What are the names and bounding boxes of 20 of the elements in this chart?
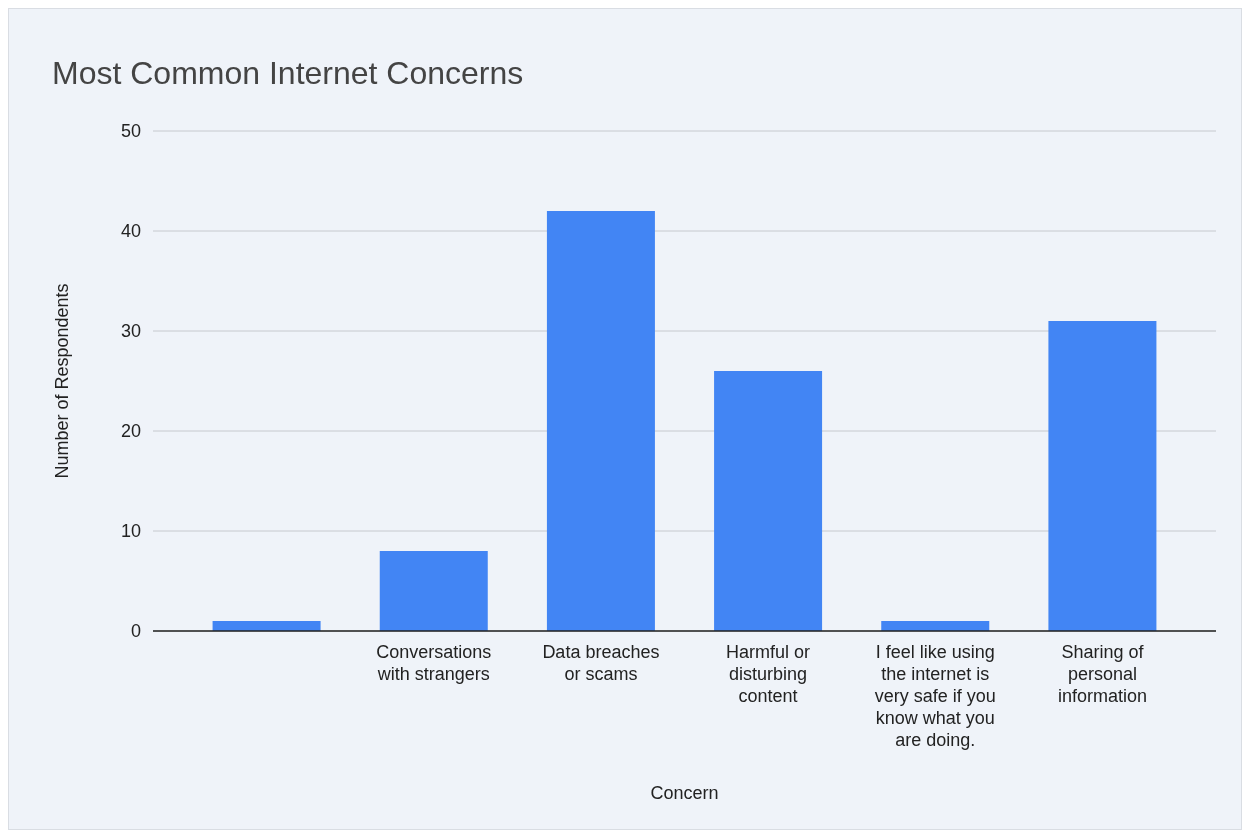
bar <box>546 211 655 631</box>
chart-title: Most Common Internet Concerns <box>52 55 524 91</box>
y-tick-label: 50 <box>120 121 141 142</box>
bar <box>379 551 488 631</box>
y-axis-title: Number of Respondents <box>52 283 72 479</box>
x-axis-title: Concern <box>650 783 719 803</box>
y-tick-label: 0 <box>130 621 141 642</box>
y-tick-label: 10 <box>120 521 141 542</box>
bar <box>714 371 823 631</box>
x-tick-label: Conversations with strangers <box>376 642 492 684</box>
bar <box>1048 321 1157 631</box>
x-tick-label: I feel like using the internet is very safe if you know what you are doing. <box>874 642 996 750</box>
y-tick-label: 30 <box>120 321 141 342</box>
x-tick-label: Harmful or disturbing content <box>726 642 811 706</box>
bar <box>881 621 990 631</box>
bar <box>212 621 321 631</box>
x-tick-label: Sharing of personal information <box>1057 642 1147 706</box>
y-tick-label: 40 <box>120 221 141 242</box>
y-tick-label: 20 <box>120 421 141 442</box>
x-tick-label: Data breaches or scams <box>542 642 660 684</box>
